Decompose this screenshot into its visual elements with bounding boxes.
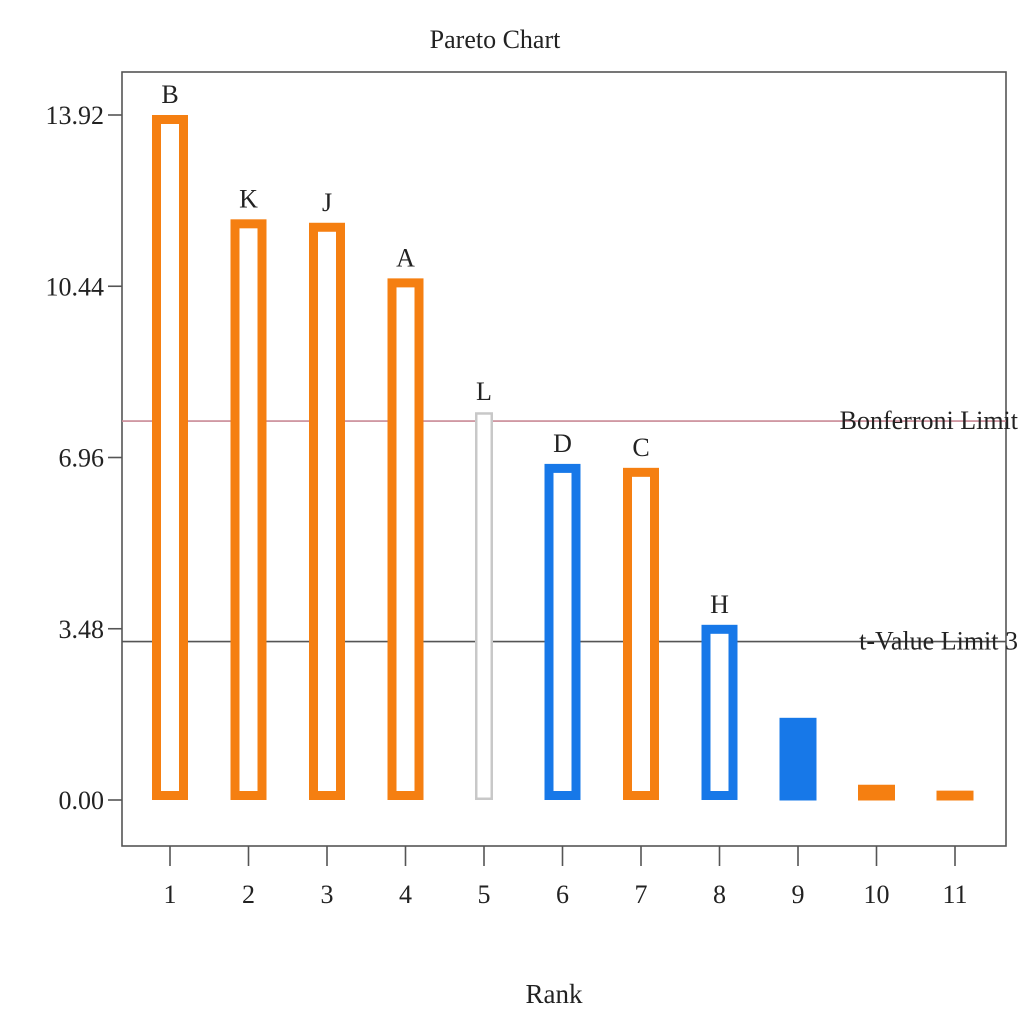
bar-label: C xyxy=(632,433,649,462)
x-tick-label: 8 xyxy=(713,880,726,909)
x-axis-label: Rank xyxy=(526,979,583,1009)
chart-title: Pareto Chart xyxy=(430,25,561,54)
reference-lines: Bonferroni Limit t-Value Limit 3 xyxy=(122,406,1019,656)
bar xyxy=(387,278,424,800)
bar-10 xyxy=(858,784,895,801)
x-tick-label: 6 xyxy=(556,880,569,909)
x-tick-label: 3 xyxy=(321,880,334,909)
x-tick-label: 11 xyxy=(942,880,967,909)
bar xyxy=(309,222,345,800)
y-tick-label: 6.96 xyxy=(59,444,105,473)
bar-9 xyxy=(779,717,817,801)
y-tick-label: 10.44 xyxy=(46,272,105,301)
x-tick-label: 10 xyxy=(864,880,890,909)
x-tick-label: 9 xyxy=(792,880,805,909)
bar-label: D xyxy=(553,429,572,458)
bar xyxy=(475,412,493,800)
x-tick-label: 2 xyxy=(242,880,255,909)
y-tick-label: 3.48 xyxy=(59,615,105,644)
reference-line-label: t-Value Limit 3 xyxy=(859,627,1018,656)
bar-7: C xyxy=(623,433,659,800)
bar-2: K xyxy=(230,184,267,800)
bar-label: K xyxy=(239,184,258,213)
bar xyxy=(623,467,659,800)
bar-label: L xyxy=(476,377,492,406)
x-tick-label: 7 xyxy=(635,880,648,909)
bar-3: J xyxy=(309,188,345,800)
bar-1: B xyxy=(152,80,188,800)
bar-6: D xyxy=(544,429,581,800)
bar-label: J xyxy=(322,188,332,217)
bar xyxy=(858,784,895,801)
bar xyxy=(544,463,581,800)
bar xyxy=(779,717,817,801)
bars: B K J A L D C H xyxy=(152,80,974,801)
bar-8: H xyxy=(701,590,738,801)
bar xyxy=(230,219,267,800)
y-axis: 0.00 3.48 6.96 10.44 13.92 xyxy=(46,101,122,815)
bar-5: L xyxy=(475,377,493,800)
bar-label: H xyxy=(710,590,729,619)
bar xyxy=(152,115,188,800)
bar-11 xyxy=(936,790,974,801)
bar xyxy=(701,624,738,801)
bar-label: B xyxy=(161,80,178,109)
plot-frame xyxy=(121,71,1007,847)
x-tick-label: 5 xyxy=(478,880,491,909)
x-axis: 1 2 3 4 5 6 7 8 9 10 11 xyxy=(164,846,968,909)
bar xyxy=(936,790,974,801)
reference-line-label: Bonferroni Limit xyxy=(840,406,1019,435)
bar-4: A xyxy=(387,243,424,800)
bar-label: A xyxy=(396,243,415,272)
y-tick-label: 13.92 xyxy=(46,101,105,130)
x-tick-label: 4 xyxy=(399,880,412,909)
x-tick-label: 1 xyxy=(164,880,177,909)
y-tick-label: 0.00 xyxy=(59,786,105,815)
